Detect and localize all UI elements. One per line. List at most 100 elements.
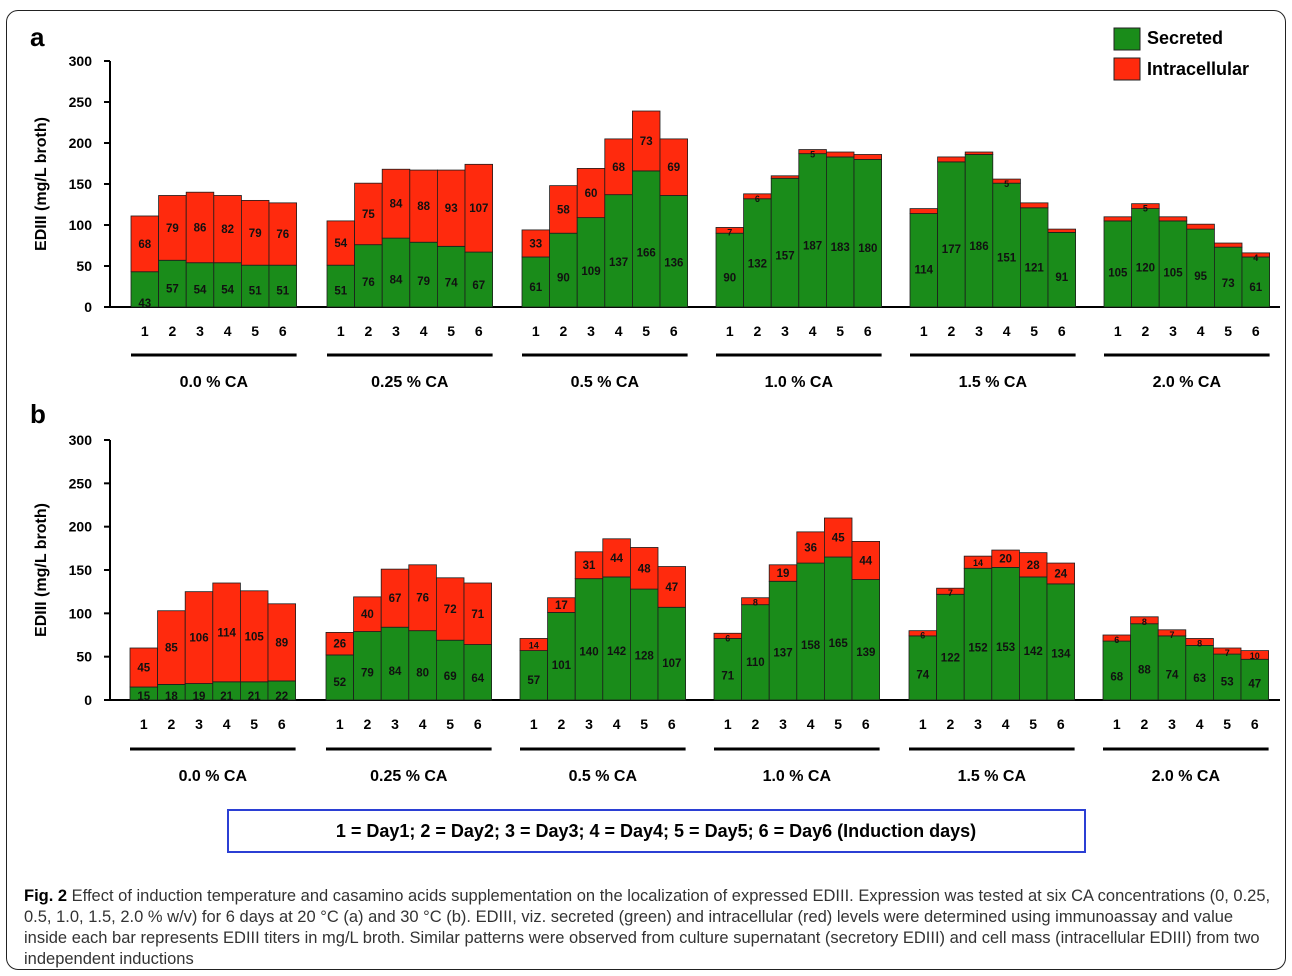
- bar-secreted: [1241, 256, 1271, 308]
- day-tick-label: 2: [752, 716, 760, 732]
- bar-intracellular: [576, 168, 606, 219]
- intracellular-value-label: 20: [999, 554, 1012, 566]
- day-tick-label: 2: [947, 716, 955, 732]
- bar-intracellular: [853, 154, 883, 160]
- bar-intracellular: [824, 517, 853, 558]
- intracellular-value-label: 107: [469, 203, 488, 215]
- bar-secreted: [743, 198, 772, 308]
- bar-secreted: [1103, 220, 1133, 308]
- legend-label-intracellular: Intracellular: [1147, 59, 1249, 79]
- legend-swatch-intracellular: [1113, 57, 1141, 81]
- intracellular-value-label: 79: [249, 228, 262, 240]
- secreted-value-label: 74: [445, 278, 458, 290]
- bar-secreted: [991, 567, 1020, 701]
- day-tick-label: 3: [779, 716, 787, 732]
- day-tick-label: 2: [754, 323, 762, 339]
- day-tick-label: 1: [530, 716, 538, 732]
- intracellular-value-label: 79: [166, 223, 179, 235]
- intracellular-value-label: 69: [667, 162, 680, 174]
- bar-intracellular: [1185, 638, 1214, 646]
- bar-secreted: [1185, 645, 1214, 701]
- bar-intracellular: [632, 110, 661, 172]
- secreted-value-label: 140: [579, 646, 598, 658]
- bar-secreted: [824, 556, 853, 701]
- intracellular-value-label: 67: [389, 593, 402, 605]
- intracellular-value-label: 76: [276, 229, 289, 241]
- bar-intracellular: [604, 138, 633, 196]
- secreted-value-label: 134: [1051, 649, 1071, 661]
- group-label: 1.5 % CA: [958, 768, 1027, 785]
- intracellular-value-label: 76: [416, 593, 429, 605]
- bar-secreted: [936, 593, 965, 701]
- intracellular-value-label: 40: [361, 609, 374, 621]
- bar-intracellular: [521, 229, 551, 258]
- secreted-value-label: 165: [829, 638, 849, 650]
- bar-secreted: [657, 606, 687, 701]
- bar-secreted: [1020, 207, 1049, 308]
- secreted-value-label: 84: [390, 274, 403, 286]
- secreted-value-label: 88: [1138, 664, 1151, 676]
- y-tick-label: 200: [69, 519, 93, 535]
- day-tick-label: 1: [724, 716, 732, 732]
- secreted-value-label: 180: [858, 243, 877, 255]
- day-tick-label: 3: [195, 716, 203, 732]
- day-tick-label: 1: [337, 323, 345, 339]
- intracellular-value-label: 75: [362, 209, 375, 221]
- day-tick-label: 2: [948, 323, 956, 339]
- secreted-value-label: 84: [389, 666, 402, 678]
- secreted-value-label: 51: [276, 285, 289, 297]
- day-tick-label: 4: [809, 323, 817, 339]
- intracellular-value-label: 73: [640, 136, 653, 148]
- group-label: 0.25 % CA: [370, 768, 448, 785]
- bar-secreted: [770, 177, 800, 308]
- group-label: 0.0 % CA: [180, 374, 249, 391]
- secreted-value-label: 153: [996, 642, 1015, 654]
- bar-intracellular: [992, 178, 1021, 184]
- day-tick-label: 1: [336, 716, 344, 732]
- y-tick-label: 100: [69, 217, 93, 233]
- secreted-value-label: 137: [609, 257, 628, 269]
- figure-frame: [6, 10, 1286, 970]
- bar-secreted: [602, 576, 631, 701]
- y-axis-title: EDIII (mg/L broth): [33, 503, 50, 637]
- intracellular-value-label: 47: [665, 582, 678, 594]
- secreted-value-label: 61: [1249, 282, 1262, 294]
- secreted-value-label: 114: [915, 265, 934, 277]
- y-tick-label: 300: [69, 53, 93, 69]
- bar-intracellular: [1157, 629, 1187, 637]
- legend-label-secreted: Secreted: [1147, 28, 1223, 48]
- secreted-value-label: 151: [997, 252, 1017, 264]
- bar-intracellular: [1103, 216, 1133, 222]
- day-tick-label: 4: [1197, 323, 1205, 339]
- day-tick-label: 4: [615, 323, 623, 339]
- bar-secreted: [963, 567, 993, 701]
- group-label: 1.5 % CA: [959, 374, 1028, 391]
- bar-secreted: [964, 154, 994, 308]
- day-tick-label: 5: [1224, 323, 1232, 339]
- bar-intracellular: [1019, 552, 1048, 578]
- intracellular-value-label: 31: [583, 560, 596, 572]
- secreted-value-label: 122: [941, 653, 960, 665]
- intracellular-value-label: 6: [1114, 635, 1119, 645]
- intracellular-value-label: 26: [333, 639, 346, 651]
- secreted-value-label: 74: [916, 669, 929, 681]
- bar-secreted: [1131, 208, 1160, 308]
- bar-intracellular: [549, 185, 578, 234]
- day-tick-label: 1: [532, 323, 540, 339]
- day-tick-label: 5: [251, 323, 259, 339]
- bar-intracellular: [157, 610, 186, 685]
- bar-secreted: [1019, 576, 1048, 701]
- bar-secreted: [213, 262, 242, 308]
- y-tick-label: 0: [84, 299, 92, 315]
- bar-secreted: [1130, 623, 1159, 701]
- secreted-value-label: 52: [333, 677, 346, 689]
- bar-secreted: [1047, 231, 1077, 308]
- bar-secreted: [1157, 635, 1187, 701]
- secreted-value-label: 186: [969, 241, 988, 253]
- intracellular-value-label: 6: [725, 633, 730, 643]
- bar-intracellular: [380, 568, 410, 628]
- intracellular-value-label: 68: [138, 239, 151, 251]
- secreted-value-label: 142: [1024, 646, 1043, 658]
- bar-intracellular: [185, 191, 215, 264]
- bar-secreted: [851, 579, 881, 701]
